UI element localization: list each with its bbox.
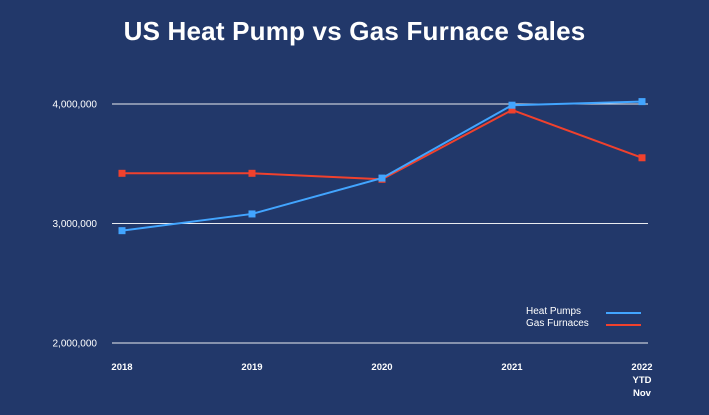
data-point-heat-pumps — [378, 174, 386, 182]
data-point-gas-furnaces — [638, 154, 646, 162]
data-point-heat-pumps — [248, 210, 256, 218]
data-point-gas-furnaces — [508, 106, 516, 114]
y-tick-label: 4,000,000 — [53, 100, 98, 111]
legend-label-heat-pumps: Heat Pumps — [526, 306, 581, 317]
x-tick-label: Nov — [633, 388, 652, 399]
x-tick-label: 2018 — [111, 362, 132, 373]
data-point-heat-pumps — [508, 101, 516, 109]
data-point-heat-pumps — [638, 98, 646, 106]
data-point-gas-furnaces — [248, 169, 256, 177]
chart-title: US Heat Pump vs Gas Furnace Sales — [123, 16, 586, 46]
x-tick-label: 2019 — [241, 362, 262, 373]
y-tick-label: 3,000,000 — [53, 219, 98, 230]
series-line-heat-pumps — [121, 100, 643, 232]
x-tick-label: 2022 — [631, 362, 652, 373]
series-line-gas-furnaces — [122, 108, 643, 181]
data-point-gas-furnaces — [118, 169, 126, 177]
y-tick-label: 2,000,000 — [53, 339, 98, 350]
legend-label-gas-furnaces: Gas Furnaces — [526, 318, 589, 329]
x-tick-label: 2020 — [371, 362, 392, 373]
x-tick-label: 2021 — [501, 362, 523, 373]
x-tick-label: YTD — [633, 375, 652, 386]
data-point-heat-pumps — [118, 227, 126, 235]
